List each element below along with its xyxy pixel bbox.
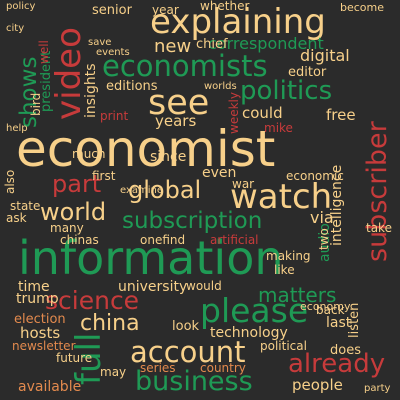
word-see: see	[148, 83, 210, 123]
word-bird: bird	[29, 92, 43, 116]
word-policy: policy	[6, 1, 36, 12]
word-china: china	[80, 311, 140, 336]
word-future: future	[56, 351, 93, 365]
word-people: people	[292, 376, 343, 394]
word-via: via	[310, 208, 334, 227]
word-chinas: chinas	[60, 233, 99, 247]
word-many: many	[50, 221, 84, 235]
word-weekly: weekly	[227, 92, 241, 134]
word-university: university	[118, 279, 188, 295]
word-since: since	[150, 149, 187, 165]
word-well: well	[37, 40, 51, 64]
word-time: time	[18, 279, 50, 295]
word-onefind: onefind	[140, 233, 186, 247]
word-account: account	[130, 335, 246, 369]
word-video: video	[49, 27, 89, 120]
word-whether: whether	[200, 0, 250, 13]
word-print: print	[100, 109, 129, 123]
word-does: does	[330, 343, 361, 358]
word-correspondent: correspondent	[208, 34, 324, 53]
word-editions: editions	[106, 79, 158, 94]
word-insights: insights	[83, 63, 99, 119]
word-economist: economist	[16, 120, 276, 178]
word-subscriber: subscriber	[362, 121, 393, 262]
word-events: events	[96, 47, 130, 58]
word-part: part	[52, 170, 102, 198]
word-new: new	[154, 36, 192, 57]
word-senior: senior	[92, 3, 132, 18]
word-economic: economic	[286, 169, 344, 183]
word-state: state	[10, 199, 41, 213]
word-information: information	[18, 231, 284, 285]
word-also: also	[3, 169, 17, 194]
word-ask: ask	[6, 211, 27, 225]
word-country: country	[200, 361, 246, 375]
word-already: already	[288, 349, 386, 379]
word-years: years	[155, 112, 197, 130]
word-technology: technology	[210, 325, 288, 341]
word-global: global	[128, 176, 202, 204]
word-artificial: artificial	[210, 233, 259, 247]
word-hosts: hosts	[20, 324, 61, 342]
word-save: save	[88, 37, 112, 48]
word-economy: economy	[300, 300, 351, 313]
word-watch: watch	[230, 177, 333, 217]
word-back: back	[316, 303, 345, 317]
word-last: last	[326, 315, 352, 331]
word-economists: economists	[102, 49, 268, 83]
word-science: science	[45, 286, 140, 315]
word-politics: politics	[240, 76, 333, 106]
word-digital: digital	[300, 46, 350, 65]
word-subscription: subscription	[122, 208, 263, 234]
word-series: series	[140, 361, 176, 375]
word-matters: matters	[258, 283, 337, 307]
word-election: election	[14, 312, 66, 327]
word-may: may	[100, 365, 127, 379]
word-like: like	[274, 263, 295, 277]
word-business: business	[135, 366, 253, 397]
word-world: world	[40, 198, 107, 226]
word-please: please	[200, 291, 309, 330]
word-trump: trump	[16, 291, 59, 307]
word-even: even	[202, 165, 237, 181]
word-available: available	[18, 379, 82, 395]
word-take: take	[366, 221, 392, 235]
word-help: help	[6, 123, 28, 134]
word-newsletter: newsletter	[12, 339, 76, 353]
word-two: two	[317, 228, 331, 250]
word-chief: chief	[196, 37, 228, 52]
word-first: first	[92, 169, 116, 183]
word-would: would	[186, 279, 222, 293]
word-making: making	[266, 249, 311, 263]
word-examine: examine	[120, 185, 164, 196]
word-worlds: worlds	[204, 81, 237, 92]
word-party: party	[364, 383, 391, 394]
word-city: city	[6, 23, 25, 34]
word-explaining: explaining	[150, 2, 326, 42]
word-editor: editor	[288, 65, 327, 80]
word-look: look	[172, 319, 200, 334]
word-war: war	[232, 177, 255, 191]
word-free: free	[326, 106, 356, 124]
word-political: political	[260, 339, 307, 353]
word-become: become	[340, 1, 385, 14]
word-mike: mike	[264, 121, 293, 135]
word-could: could	[242, 104, 283, 122]
word-much: much	[72, 147, 106, 161]
word-year: year	[152, 3, 179, 17]
